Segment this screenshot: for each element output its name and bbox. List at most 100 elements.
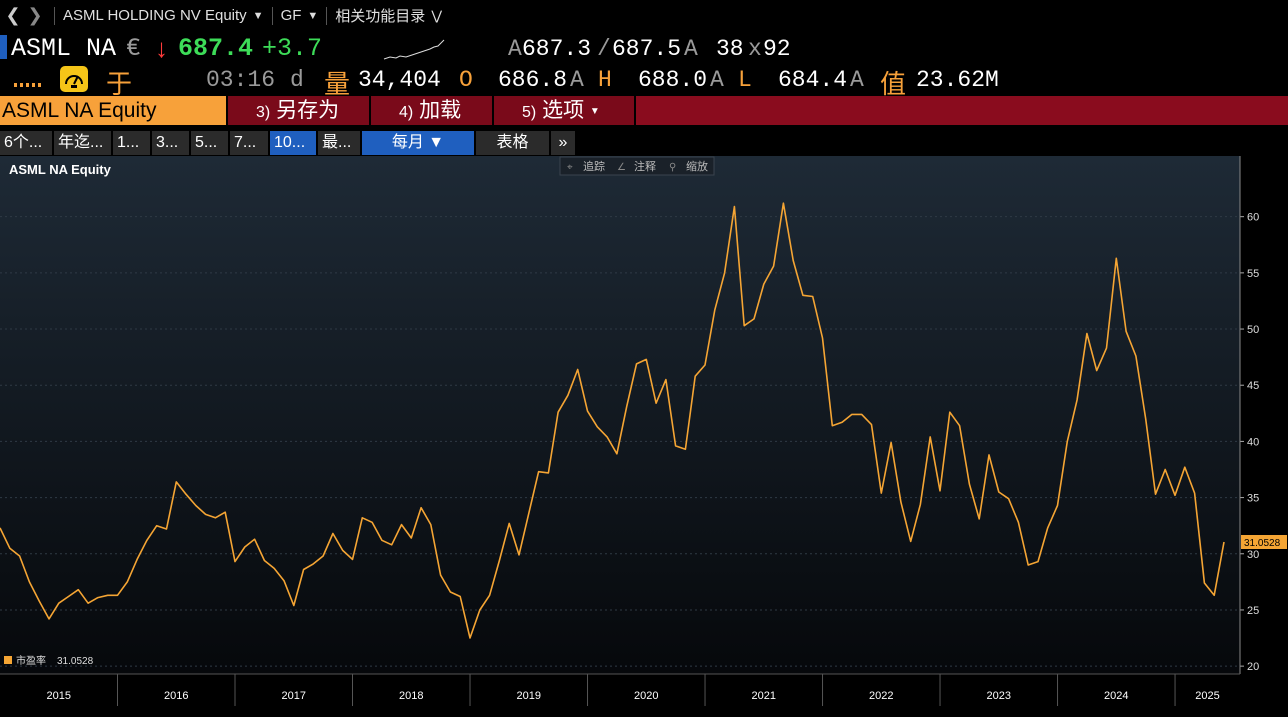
open-label: O bbox=[459, 67, 473, 93]
y-axis: 20 25 30 35 40 45 50 55 60 bbox=[1239, 156, 1259, 674]
save-as-label: 另存为 bbox=[276, 99, 340, 122]
y-tick-label: 60 bbox=[1247, 212, 1259, 224]
y-tick-label: 35 bbox=[1247, 493, 1259, 505]
zoom-tool[interactable]: ⚲ 缩放 bbox=[669, 159, 708, 173]
security-selector[interactable]: ASML HOLDING NV Equity ▼ bbox=[63, 7, 264, 24]
y-tick-label: 20 bbox=[1247, 661, 1259, 673]
bid-price: 687.3 bbox=[522, 36, 592, 62]
timeframe-5y[interactable]: 5... bbox=[191, 131, 228, 155]
legend: 市盈率 31.0528 bbox=[4, 654, 94, 667]
ask-label: A bbox=[684, 36, 698, 62]
y-tick-label: 50 bbox=[1247, 324, 1259, 336]
x-tick-label: 2015 bbox=[47, 690, 71, 702]
x-tick-label: 2025 bbox=[1195, 690, 1219, 702]
low-label: L bbox=[738, 67, 752, 93]
related-functions-label: 相关功能目录 bbox=[335, 8, 426, 25]
timeframe-1y[interactable]: 1... bbox=[113, 131, 150, 155]
legend-last-value: 31.0528 bbox=[57, 656, 94, 667]
y-tick-label: 40 bbox=[1247, 436, 1259, 448]
high-price: 688.0 bbox=[638, 67, 708, 93]
divider bbox=[369, 96, 371, 125]
options-button[interactable]: 5) 选项 ▼ bbox=[522, 96, 600, 125]
track-tool[interactable]: ⌖ 追踪 bbox=[567, 159, 605, 173]
low-price: 684.4 bbox=[778, 67, 848, 93]
open-price: 686.8 bbox=[498, 67, 568, 93]
bid-label: A bbox=[508, 36, 522, 62]
x-tick-label: 2020 bbox=[634, 690, 658, 702]
crosshair-icon: ⌖ bbox=[567, 162, 573, 173]
series-line bbox=[0, 202, 1225, 639]
down-arrow-icon: ↓ bbox=[155, 33, 168, 63]
track-tool-label: 追踪 bbox=[583, 159, 605, 173]
timeframe-max[interactable]: 最... bbox=[318, 131, 360, 155]
equity-field-label: ASML NA Equity bbox=[2, 99, 157, 122]
activity-dots bbox=[14, 83, 44, 87]
volume-label: 量 bbox=[324, 69, 351, 99]
chart-title: ASML NA Equity bbox=[9, 162, 112, 177]
open-suffix: A bbox=[570, 67, 584, 93]
y-tick-label: 30 bbox=[1247, 549, 1259, 561]
caret-down-icon: ▼ bbox=[589, 105, 600, 117]
sparkline bbox=[383, 39, 445, 60]
divider bbox=[326, 6, 328, 25]
related-functions-menu[interactable]: 相关功能目录 ⋁ bbox=[335, 5, 442, 26]
table-button[interactable]: 表格 bbox=[476, 131, 549, 155]
load-number: 4) bbox=[399, 104, 414, 121]
y-tick-label: 45 bbox=[1247, 380, 1259, 392]
period-selector[interactable]: 每月 ▼ bbox=[362, 131, 474, 155]
caret-down-icon: ▼ bbox=[252, 9, 264, 22]
divider bbox=[226, 96, 228, 125]
gauge-dial bbox=[65, 75, 83, 88]
last-value-tag: 31.0528 bbox=[1241, 535, 1287, 549]
x-tick-label: 2022 bbox=[869, 690, 893, 702]
last-value: 31.0528 bbox=[1244, 538, 1281, 549]
high-suffix: A bbox=[710, 67, 724, 93]
chart-axis-background bbox=[1240, 156, 1288, 717]
x-tick-label: 2023 bbox=[987, 690, 1011, 702]
equity-field[interactable]: ASML NA Equity bbox=[0, 96, 226, 125]
menu-fill bbox=[636, 96, 1288, 125]
pen-icon: ∠ bbox=[617, 162, 626, 173]
last-price: 687.4 bbox=[178, 34, 254, 63]
net-change: +3.7 bbox=[262, 34, 323, 63]
traded-value: 23.62M bbox=[916, 67, 999, 93]
chevron-right-icon[interactable]: ❯ bbox=[27, 5, 43, 25]
low-suffix: A bbox=[850, 67, 864, 93]
x-axis: 2015 2016 2017 2018 2019 2020 2021 2022 2023 2024… bbox=[0, 673, 1240, 706]
x-tick-label: 2016 bbox=[164, 690, 188, 702]
ticker-marker bbox=[0, 35, 7, 59]
divider bbox=[634, 96, 636, 125]
x-tick-label: 2021 bbox=[752, 690, 776, 702]
timeframe-ytd[interactable]: 年迄... bbox=[54, 131, 111, 155]
quote-line-1: ASML NA € ↓ 687.4 +3.7 A 687.3 / 687.5 A… bbox=[0, 33, 1288, 65]
high-label: H bbox=[598, 67, 612, 93]
chart-toolbar: ⌖ 追踪 ∠ 注释 ⚲ 缩放 bbox=[559, 156, 715, 176]
save-as-button[interactable]: 3) 另存为 bbox=[256, 96, 339, 125]
more-button[interactable]: » bbox=[551, 131, 575, 155]
top-nav-bar: ❮ ❯ ASML HOLDING NV Equity ▼ GF ▼ 相关功能目录… bbox=[0, 0, 1288, 31]
y-tick-label: 25 bbox=[1247, 605, 1259, 617]
market-label: 于 bbox=[106, 69, 133, 99]
chevron-left-icon[interactable]: ❮ bbox=[5, 5, 21, 25]
timeframe-3y[interactable]: 3... bbox=[152, 131, 189, 155]
size-separator: x bbox=[748, 36, 762, 62]
timeframe-10y[interactable]: 10... bbox=[270, 131, 316, 155]
time-suffix: d bbox=[290, 67, 304, 93]
caret-down-icon: ▼ bbox=[307, 9, 319, 22]
options-number: 5) bbox=[522, 104, 537, 121]
value-label: 值 bbox=[880, 69, 907, 99]
divider bbox=[492, 96, 494, 125]
ask-size: 92 bbox=[763, 36, 791, 62]
trade-time: 03:16 bbox=[206, 67, 276, 93]
y-tick-label: 55 bbox=[1247, 268, 1259, 280]
security-label: ASML HOLDING NV Equity bbox=[63, 7, 247, 24]
load-button[interactable]: 4) 加载 bbox=[399, 96, 461, 125]
divider bbox=[54, 6, 55, 25]
annotate-tool[interactable]: ∠ 注释 bbox=[617, 159, 656, 173]
options-label: 选项 bbox=[542, 99, 585, 122]
function-selector[interactable]: GF ▼ bbox=[281, 7, 319, 24]
timeframe-6m[interactable]: 6个... bbox=[0, 131, 52, 155]
x-tick-label: 2024 bbox=[1104, 690, 1128, 702]
timeframe-7y[interactable]: 7... bbox=[230, 131, 268, 155]
